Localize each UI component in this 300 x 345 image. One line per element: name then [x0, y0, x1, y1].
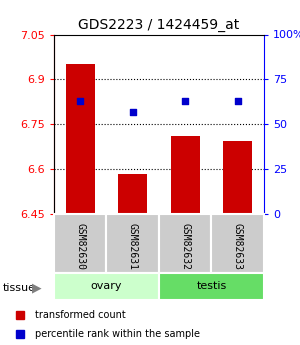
Bar	[54, 214, 106, 273]
Bar	[159, 214, 211, 273]
Text: ovary: ovary	[91, 282, 122, 291]
Bar	[223, 141, 252, 214]
Bar	[106, 214, 159, 273]
Text: ▶: ▶	[32, 282, 41, 295]
Text: GSM82633: GSM82633	[233, 223, 243, 270]
Point	[78, 98, 83, 104]
Text: GSM82631: GSM82631	[128, 223, 138, 270]
Bar	[159, 273, 264, 300]
Text: transformed count: transformed count	[35, 310, 126, 320]
Bar	[212, 214, 264, 273]
Text: GSM82632: GSM82632	[180, 223, 190, 270]
Point	[130, 109, 135, 115]
Point	[183, 98, 188, 104]
Text: GSM82630: GSM82630	[75, 223, 85, 270]
Point	[235, 98, 240, 104]
Bar	[54, 273, 159, 300]
Text: tissue: tissue	[3, 283, 36, 293]
Text: percentile rank within the sample: percentile rank within the sample	[35, 329, 200, 339]
Bar	[118, 174, 147, 214]
Bar	[66, 65, 95, 214]
Text: testis: testis	[196, 282, 226, 291]
Bar	[171, 136, 200, 214]
Title: GDS2223 / 1424459_at: GDS2223 / 1424459_at	[78, 18, 240, 32]
